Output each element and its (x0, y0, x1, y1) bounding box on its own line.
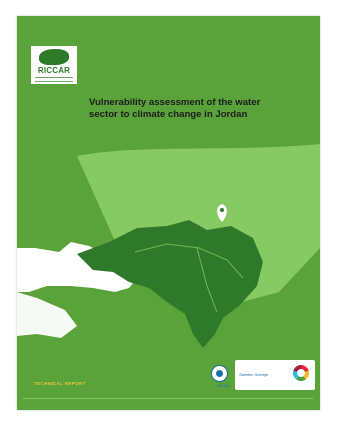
partner-brand-text: Sweden Sverige (239, 372, 269, 377)
riccar-logo: RICCAR (31, 46, 77, 84)
escwa-label: ESCWA (216, 384, 230, 388)
title-line-1: Vulnerability assessment of the water (89, 97, 261, 108)
cover-artwork (17, 16, 320, 410)
logo-subtitle-lines (35, 77, 73, 82)
region-map (77, 220, 263, 348)
report-title: Vulnerability assessment of the water se… (89, 97, 279, 120)
title-line-2: sector to climate change in Jordan (89, 108, 248, 120)
map-pin-icon (217, 204, 227, 222)
un-emblem-icon (211, 365, 228, 382)
landmass-left (17, 242, 137, 292)
partner-ring-icon (293, 365, 309, 381)
partner-brand: Sweden Sverige (235, 360, 315, 390)
logo-map-mark (39, 49, 69, 65)
report-cover: RICCAR Vulnerability assessment of the w… (17, 16, 320, 410)
technical-report-label: TECHNICAL REPORT (34, 381, 86, 386)
footnote-rule (23, 398, 313, 402)
landmass-bottom (17, 292, 77, 338)
logo-title: RICCAR (37, 66, 71, 75)
region-borders (134, 243, 244, 313)
